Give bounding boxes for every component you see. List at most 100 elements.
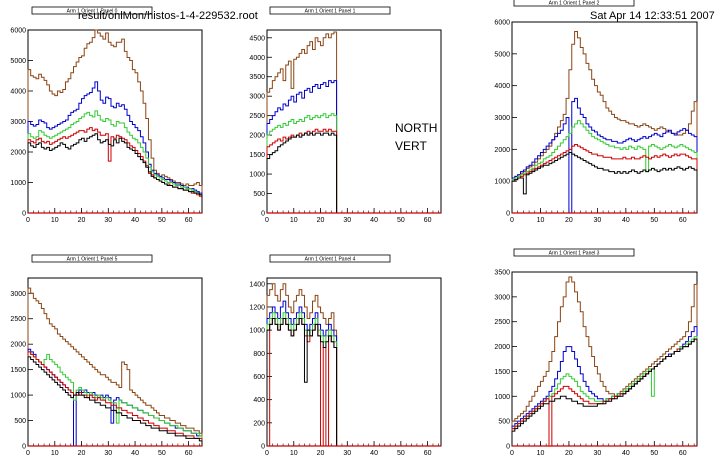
series-green-step-line — [27, 351, 203, 446]
x-tick-label: 20 — [565, 450, 573, 457]
x-tick-label: 30 — [343, 450, 351, 457]
series-blue-step-line — [27, 81, 203, 213]
x-tick-label: 20 — [78, 450, 86, 457]
y-tick-label: 1000 — [494, 394, 510, 401]
y-tick-label: 500 — [253, 191, 265, 198]
y-tick-label: 5000 — [10, 58, 26, 65]
y-tick-label: 2000 — [494, 147, 510, 154]
y-tick-label: 3000 — [494, 115, 510, 122]
y-tick-label: 3500 — [494, 270, 510, 277]
y-tick-label: 5000 — [494, 51, 510, 58]
series-green-step-line — [511, 336, 698, 446]
panel-title-box — [31, 6, 153, 15]
y-tick-label: 6000 — [10, 28, 26, 35]
x-tick-label: 50 — [397, 217, 405, 224]
y-tick-label: 3000 — [494, 294, 510, 301]
x-tick-label: 20 — [317, 217, 325, 224]
y-tick-label: 4000 — [494, 83, 510, 90]
series-blue-step-line — [511, 97, 698, 214]
y-tick-label: 4000 — [10, 89, 26, 96]
x-tick-label: 10 — [537, 450, 545, 457]
x-tick-label: 30 — [104, 450, 112, 457]
panel-title: Arm 1 Orient 1 Panel 4 — [305, 257, 356, 263]
y-tick-label: 600 — [253, 374, 265, 381]
series-black-step-line — [27, 356, 203, 446]
y-tick-label: 1000 — [249, 328, 265, 335]
series-red-step-line — [266, 128, 340, 214]
y-tick-label: 500 — [498, 419, 510, 426]
x-tick-label: 0 — [265, 450, 269, 457]
series-brown-step-line — [27, 29, 203, 213]
series-red-step-line — [27, 351, 203, 446]
series-red-step-line — [27, 127, 203, 213]
x-tick-label: 0 — [26, 450, 30, 457]
x-tick-label: 20 — [317, 450, 325, 457]
date-label: Sat Apr 14 12:33:51 2007 — [590, 10, 715, 22]
histogram-panel-5: Arm 1 Orient 1 Panel 3050010001500200025… — [494, 248, 698, 457]
x-tick-label: 40 — [131, 450, 139, 457]
y-tick-label: 1000 — [249, 172, 265, 179]
y-tick-label: 3000 — [10, 291, 26, 298]
panel-title: Arm 1 Orient 1 Panel 0 — [67, 9, 118, 15]
series-black-step-line — [266, 132, 340, 214]
y-tick-label: 200 — [253, 420, 265, 427]
x-tick-label: 10 — [290, 450, 298, 457]
x-tick-label: 20 — [565, 217, 573, 224]
y-tick-label: 2000 — [10, 342, 26, 349]
series-brown-step-line — [266, 283, 340, 447]
y-tick-label: 2000 — [10, 150, 26, 157]
x-tick-label: 40 — [131, 217, 139, 224]
x-tick-label: 10 — [537, 217, 545, 224]
x-tick-label: 10 — [51, 450, 59, 457]
x-tick-label: 60 — [185, 217, 193, 224]
x-tick-label: 0 — [265, 217, 269, 224]
y-tick-label: 1500 — [494, 369, 510, 376]
x-tick-label: 50 — [397, 450, 405, 457]
plot-frame — [266, 277, 442, 447]
y-tick-label: 3000 — [10, 119, 26, 126]
plot-frame — [511, 21, 698, 214]
y-tick-label: 3500 — [249, 74, 265, 81]
histogram-panel-4: Arm 1 Orient 1 Panel 4020040060080010001… — [249, 254, 442, 457]
x-tick-label: 20 — [78, 217, 86, 224]
x-tick-label: 30 — [104, 217, 112, 224]
x-tick-label: 10 — [51, 217, 59, 224]
panel-title-box — [513, 0, 635, 7]
series-blue-step-line — [27, 348, 203, 447]
y-tick-label: 3000 — [249, 94, 265, 101]
series-brown-step-line — [511, 31, 698, 213]
y-tick-label: 2500 — [494, 319, 510, 326]
panel-title-box — [269, 254, 391, 263]
histogram-panel-0: Arm 1 Orient 1 Panel 0 0 1000 2000 3000 4000 5… — [10, 6, 203, 224]
file-path-label: result/onlMon/histos-1-4-229532.root — [78, 10, 258, 22]
x-tick-label: 60 — [424, 450, 432, 457]
panel-title: Arm 1 Orient 1 Panel 3 — [549, 251, 600, 257]
panel-title: Arm 1 Orient 1 Panel 2 — [549, 1, 600, 7]
y-tick-label: 2500 — [10, 316, 26, 323]
series-blue-step-line — [266, 80, 340, 214]
x-tick-label: 60 — [424, 217, 432, 224]
series-black-step-line — [511, 338, 698, 446]
series-black-step-line — [511, 152, 698, 213]
series-black-step-line — [27, 133, 203, 213]
y-tick-label: 500 — [14, 418, 26, 425]
y-tick-label: 1000 — [494, 179, 510, 186]
y-tick-label: 800 — [253, 351, 265, 358]
x-tick-label: 30 — [593, 217, 601, 224]
y-tick-label: 0 — [261, 444, 265, 451]
x-tick-label: 50 — [650, 217, 658, 224]
x-tick-label: 50 — [650, 450, 658, 457]
x-tick-label: 50 — [158, 450, 166, 457]
x-tick-label: 0 — [510, 450, 514, 457]
north-label: NORTH — [395, 121, 438, 135]
x-tick-label: 60 — [185, 450, 193, 457]
histogram-panel-3: Arm 1 Orient 1 Panel 5050010001500200025… — [10, 254, 203, 457]
panel-title-box — [513, 248, 635, 257]
panel-title: Arm 1 Orient 1 Panel 5 — [67, 257, 118, 263]
x-tick-label: 40 — [370, 217, 378, 224]
y-tick-label: 0 — [506, 211, 510, 218]
y-tick-label: 4500 — [249, 35, 265, 42]
series-brown-step-line — [266, 31, 340, 214]
histogram-panel-1: Arm 1 Orient 1 Panel 1050010001500200025… — [249, 6, 442, 224]
